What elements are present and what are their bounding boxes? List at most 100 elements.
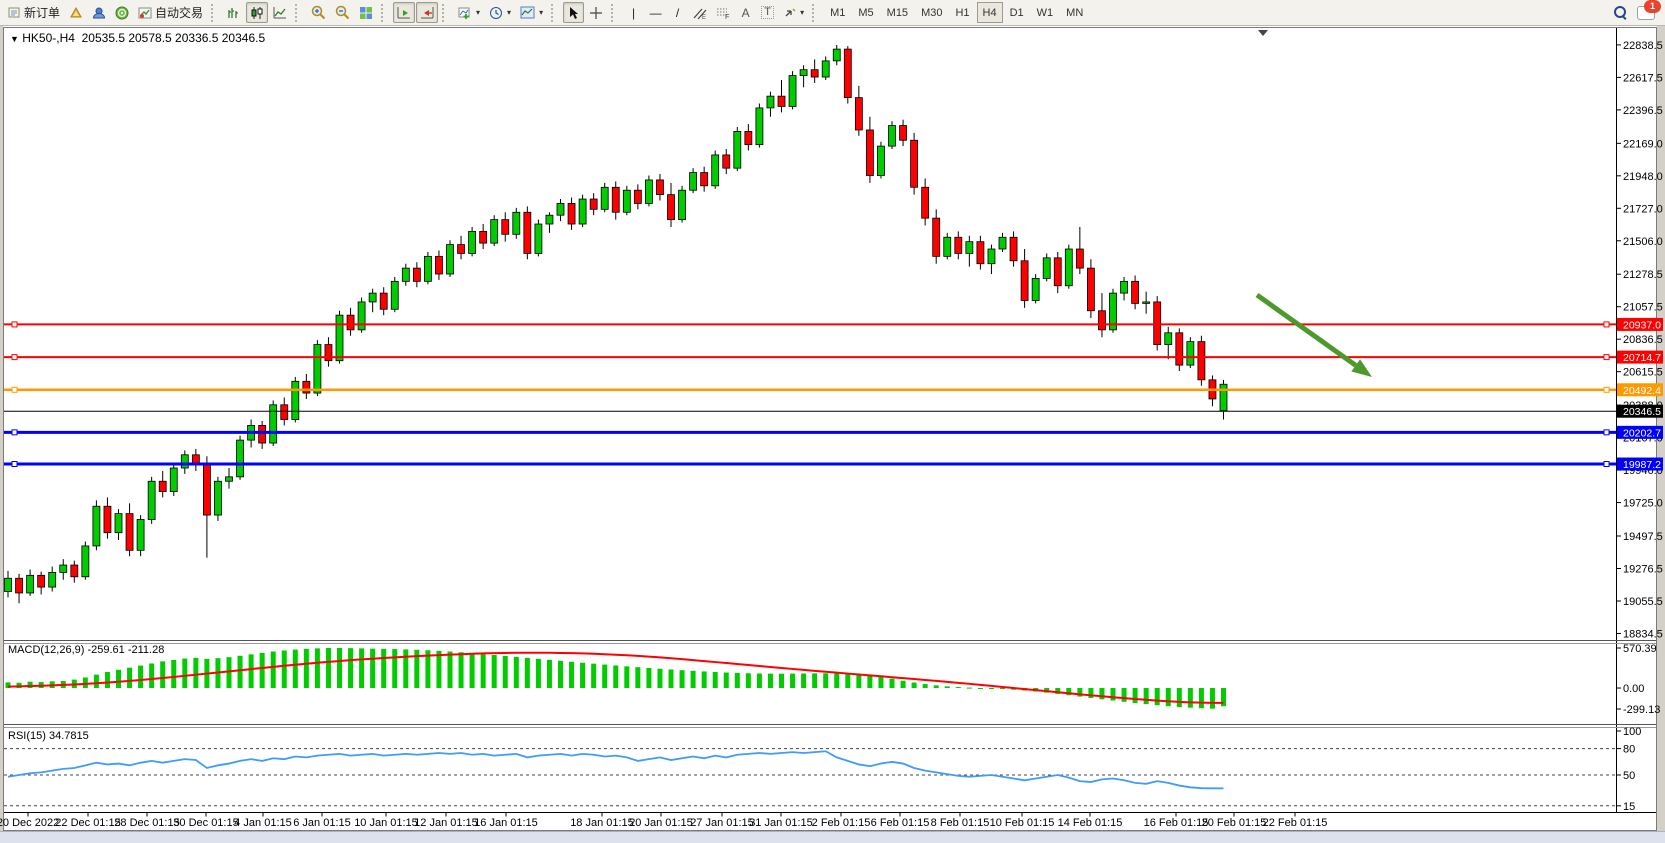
macd-histogram-bar — [591, 663, 597, 689]
macd-histogram-bar — [657, 668, 663, 689]
bar-chart-button[interactable] — [223, 2, 245, 23]
chart-title-dropdown-icon[interactable]: ▼ — [10, 34, 19, 44]
candle-bear — [1153, 301, 1162, 345]
zoom-in-button[interactable] — [307, 2, 330, 23]
macd-histogram-bar — [535, 658, 541, 689]
candle-bull — [1042, 257, 1051, 279]
macd-histogram-bar — [812, 673, 818, 689]
macd-histogram-bar — [182, 658, 188, 689]
chat-icon[interactable]: 1 — [1637, 0, 1661, 20]
arrows-button[interactable]: ▾ — [779, 2, 808, 23]
date-tick-label: 20 Dec 2022 — [0, 817, 59, 829]
candle-bear — [954, 236, 963, 254]
tile-windows-button[interactable] — [355, 2, 377, 23]
timeframe-m15[interactable]: M15 — [886, 6, 909, 19]
candle-bear — [457, 244, 465, 254]
crosshair-icon — [590, 6, 603, 19]
macd-histogram-bar — [767, 673, 773, 689]
annotation-arrow-head[interactable] — [1351, 359, 1372, 377]
fibonacci-button[interactable]: F — [712, 2, 734, 23]
level-line-handle[interactable] — [1603, 461, 1610, 468]
level-line-handle[interactable] — [1603, 386, 1610, 393]
level-line-handle[interactable] — [1603, 354, 1610, 361]
macd-histogram-bar — [977, 688, 983, 690]
chart-title-symbol: HK50-,H4 — [22, 31, 75, 45]
timeframe-m5[interactable]: M5 — [858, 6, 874, 19]
search-icon[interactable] — [1614, 6, 1627, 20]
auto-trading-button[interactable]: 自动交易 — [134, 2, 207, 23]
rsi-axis-label: 80 — [1623, 744, 1635, 756]
macd-histogram-bar — [988, 688, 994, 690]
candle-bear — [899, 125, 907, 141]
new-order-button[interactable]: 新订单 — [4, 2, 64, 23]
notification-badge[interactable]: 1 — [1644, 0, 1661, 13]
macd-histogram-bar — [1055, 688, 1061, 694]
svg-text:F: F — [725, 14, 729, 20]
timeframe-m30[interactable]: M30 — [921, 6, 943, 19]
macd-histogram-bar — [944, 686, 950, 689]
news-button[interactable] — [111, 2, 133, 23]
candlestick-chart-button[interactable] — [246, 2, 269, 23]
macd-histogram-bar — [679, 670, 685, 689]
chart-shift-marker-icon[interactable] — [1258, 30, 1268, 36]
crosshair-button[interactable] — [585, 2, 607, 23]
candle-bull — [401, 267, 410, 282]
zoom-out-button[interactable] — [331, 2, 354, 23]
candle-bull — [512, 211, 521, 235]
level-line-handle[interactable] — [11, 461, 18, 468]
candle-bear — [37, 574, 46, 588]
level-line-handle[interactable] — [11, 321, 18, 328]
timeframe-d1[interactable]: D1 — [1009, 6, 1024, 19]
text-label-button[interactable]: T — [757, 2, 778, 23]
timeframe-w1[interactable]: W1 — [1036, 6, 1054, 19]
auto-scroll-button[interactable] — [393, 2, 416, 23]
vertical-line-button[interactable]: | — [623, 2, 644, 23]
timeframe-m1[interactable]: M1 — [830, 6, 846, 19]
macd-histogram-bar — [491, 654, 497, 689]
timeframe-h1[interactable]: H1 — [955, 6, 970, 19]
horizontal-line-button[interactable]: — — [645, 2, 666, 23]
periods-button[interactable]: ▾ — [485, 2, 515, 23]
trendline-button[interactable]: / — [667, 2, 688, 23]
chart-shift-icon — [421, 6, 434, 18]
level-line-handle[interactable] — [11, 429, 18, 436]
price-badge — [1617, 317, 1663, 331]
level-line-handle[interactable] — [1603, 429, 1610, 436]
price-tick-label: 19276.5 — [1623, 563, 1663, 575]
candle-bear — [567, 203, 576, 225]
equidistant-channel-button[interactable]: E — [689, 2, 711, 23]
toolbar-separator — [295, 3, 303, 22]
level-line-handle[interactable] — [11, 386, 18, 393]
macd-histogram-bar — [1088, 688, 1094, 698]
macd-histogram-bar — [646, 667, 652, 689]
profiles-button[interactable] — [65, 2, 87, 23]
price-tick-label: 21057.5 — [1623, 302, 1663, 314]
candle-bull — [689, 172, 697, 191]
chart-shift-button[interactable] — [416, 2, 439, 23]
level-line-handle[interactable] — [1603, 321, 1610, 328]
candle-bear — [633, 189, 642, 204]
level-line-handle[interactable] — [11, 354, 18, 361]
candle-bull — [1186, 341, 1195, 366]
macd-histogram-bar — [1110, 688, 1116, 701]
price-tick-label: 21506.0 — [1623, 236, 1663, 248]
line-chart-button[interactable] — [269, 2, 291, 23]
community-button[interactable] — [88, 2, 110, 23]
candle-bear — [1175, 332, 1184, 366]
price-badge-label: 20346.5 — [1623, 406, 1661, 418]
cursor-button[interactable] — [563, 2, 585, 23]
timeframe-h4[interactable]: H4 — [976, 2, 1003, 23]
macd-histogram-bar — [966, 687, 972, 689]
text-button[interactable]: A — [735, 2, 756, 23]
indicators-button[interactable]: ▾ — [454, 2, 484, 23]
profiles-icon — [70, 6, 82, 17]
timeframe-mn[interactable]: MN — [1066, 6, 1084, 19]
arrows-icon — [785, 8, 796, 17]
macd-histogram-bar — [823, 673, 829, 689]
annotation-arrow[interactable] — [1255, 292, 1358, 368]
candle-bear — [910, 139, 918, 188]
toolbar-separator — [211, 3, 219, 22]
candle-bear — [125, 513, 134, 551]
templates-button[interactable]: ▾ — [516, 2, 547, 23]
